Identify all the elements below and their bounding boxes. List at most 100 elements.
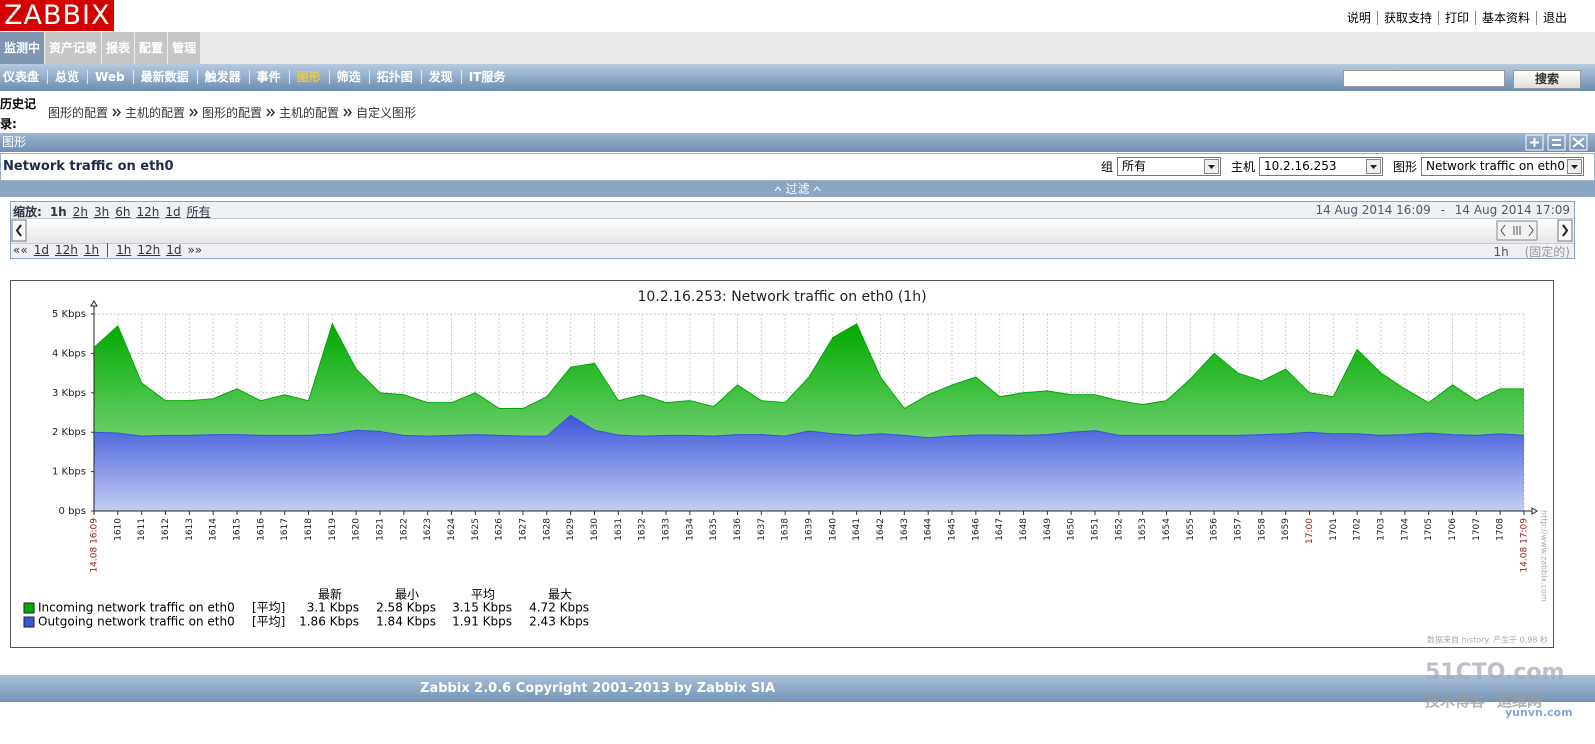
nav-link[interactable]: 1h	[116, 243, 132, 257]
header-link[interactable]: 获取支持	[1376, 11, 1438, 25]
filter-toggle[interactable]: 过滤	[0, 181, 1595, 197]
icon[interactable]	[1547, 134, 1566, 151]
icon[interactable]	[1525, 134, 1544, 151]
main-menu-item[interactable]: 管理	[168, 32, 201, 64]
zoom-link[interactable]: 1d	[165, 205, 181, 219]
x-tick-label: 1625	[471, 518, 481, 541]
sub-menu-item[interactable]: 事件	[253, 70, 290, 84]
filter-value: Network traffic on eth0	[1425, 159, 1565, 173]
sub-menu-item[interactable]: 发现	[425, 70, 462, 84]
main-menu-item[interactable]: 配置	[135, 32, 168, 64]
x-tick-label: 14.08 16:09	[90, 518, 100, 573]
x-tick-label: 1613	[185, 518, 195, 541]
zoom-link[interactable]: 12h	[136, 205, 160, 219]
legend-stat: 4.72 Kbps	[529, 601, 589, 615]
sub-menu-item[interactable]: 图形	[293, 70, 330, 84]
x-tick-label: 1628	[542, 518, 552, 541]
search-button[interactable]: 搜索	[1513, 70, 1581, 89]
filters: 组所有 主机 10.2.16.253 图形 Network traffic on eth…	[1091, 157, 1584, 176]
filter-toggle-label[interactable]: 过滤	[785, 182, 810, 196]
icon[interactable]	[1569, 134, 1588, 151]
breadcrumb-item[interactable]: 图形的配置	[202, 106, 263, 120]
header-link[interactable]: 打印	[1437, 11, 1475, 25]
breadcrumb-item[interactable]: 主机的配置	[125, 106, 186, 120]
logo[interactable]: ZABBIX	[0, 0, 115, 31]
sub-menu-item[interactable]: 总览	[52, 70, 89, 84]
chevron	[813, 186, 821, 192]
x-tick-label: 1642	[876, 518, 886, 541]
period-fixed[interactable]: (固定的)	[1524, 245, 1570, 259]
chevron	[774, 186, 782, 192]
sub-menu-item[interactable]: IT服务	[468, 70, 506, 84]
nav-link[interactable]: 12h	[137, 243, 161, 257]
legend-header: 最大	[548, 588, 572, 602]
graph-selector: Network traffic on eth0 组所有 主机 10.2.16.253…	[0, 153, 1595, 181]
legend-stat: 2.58 Kbps	[376, 601, 436, 615]
period-to: 14 Aug 2014 17:09	[1454, 203, 1570, 217]
filter-select[interactable]: Network traffic on eth0	[1420, 157, 1584, 176]
legend-function: [平均]	[252, 615, 285, 629]
x-tick-label: 1658	[1257, 518, 1267, 541]
sub-menu-item[interactable]: 拓扑图	[373, 70, 422, 84]
time-bar: 缩放: 1h 2h 3h 6h 12h 1d 所有 14 Aug 2014 16:09 - 1…	[10, 201, 1575, 259]
breadcrumb-item[interactable]: 主机的配置	[279, 106, 340, 120]
x-tick-label: 1654	[1162, 518, 1172, 541]
sub-menu-item[interactable]: 仪表盘	[0, 70, 49, 84]
header-link[interactable]: 基本资料	[1474, 11, 1536, 25]
main-menu-item[interactable]: 资产记录	[45, 32, 102, 64]
nav-link[interactable]: »»	[187, 243, 203, 257]
main-menu-item[interactable]: 报表	[102, 32, 135, 64]
period-from: 14 Aug 2014 16:09	[1315, 203, 1431, 217]
dropdown-arrow	[1365, 159, 1381, 174]
zoom-link[interactable]: 2h	[72, 205, 88, 219]
x-tick-label: 1647	[995, 518, 1005, 541]
y-tick-label: 5 Kbps	[52, 309, 86, 320]
filter-select[interactable]: 所有	[1116, 157, 1221, 176]
breadcrumb-item[interactable]: 图形的配置	[48, 106, 109, 120]
legend-header: 最新	[318, 587, 342, 602]
x-tick-label: 1705	[1424, 518, 1434, 541]
nav-link[interactable]: 12h	[54, 243, 78, 257]
breadcrumb-item[interactable]: 自定义图形	[356, 106, 417, 120]
header-link[interactable]: 说明	[1346, 11, 1371, 25]
filter-label: 组	[1100, 160, 1113, 174]
x-tick-label: 1640	[828, 518, 838, 541]
x-tick-label: 1704	[1400, 518, 1410, 541]
header-link[interactable]: 退出	[1535, 11, 1573, 25]
zoom-link[interactable]: 6h	[115, 205, 131, 219]
nav-link[interactable]: 1d	[166, 243, 182, 257]
legend-swatch	[23, 602, 35, 614]
sub-menu-item[interactable]: 筛选	[333, 70, 370, 84]
x-tick-label: 1653	[1138, 518, 1148, 541]
x-tick-label: 1708	[1496, 518, 1506, 541]
filter-value: 10.2.16.253	[1263, 159, 1337, 173]
side-note: http://www.zabbix.com	[1540, 510, 1549, 602]
nav-link[interactable]: ««	[13, 243, 28, 257]
sub-menu-item[interactable]: 触发器	[201, 70, 250, 84]
zoom-link[interactable]: 所有	[186, 205, 211, 219]
nav-link[interactable]: 1d	[33, 243, 49, 257]
x-tick-label: 1707	[1472, 518, 1482, 541]
filter-select[interactable]: 10.2.16.253	[1258, 157, 1383, 176]
x-tick-label: 1652	[1114, 518, 1124, 541]
sub-menu-item[interactable]: 最新数据	[137, 70, 198, 84]
scroll-left[interactable]	[11, 219, 27, 242]
axes	[93, 306, 1532, 512]
legend-stat: 3.15 Kbps	[452, 601, 512, 615]
zoom: 缩放: 1h 2h 3h 6h 12h 1d 所有	[13, 203, 217, 220]
x-tick-label: 1650	[1067, 518, 1077, 541]
scrollbar[interactable]	[11, 218, 1574, 244]
search-input[interactable]	[1343, 70, 1505, 87]
graph: 10.2.16.253: Network traffic on eth0 (1h…	[10, 280, 1554, 648]
scroll-right[interactable]	[1557, 219, 1573, 242]
breadcrumb-label: 历史记录:	[0, 97, 37, 131]
nav-link[interactable]: 1h	[83, 243, 100, 257]
period: 14 Aug 2014 16:09 - 14 Aug 2014 17:09	[1309, 203, 1570, 217]
sub-menu-item[interactable]: Web	[92, 70, 134, 84]
zoom-link[interactable]: 1h	[49, 205, 67, 219]
x-tick-label: 1632	[638, 518, 648, 541]
zoom-link[interactable]: 3h	[93, 205, 110, 219]
panel-icons[interactable]	[1525, 134, 1591, 151]
main-menu-item[interactable]: 监测中	[0, 32, 45, 64]
